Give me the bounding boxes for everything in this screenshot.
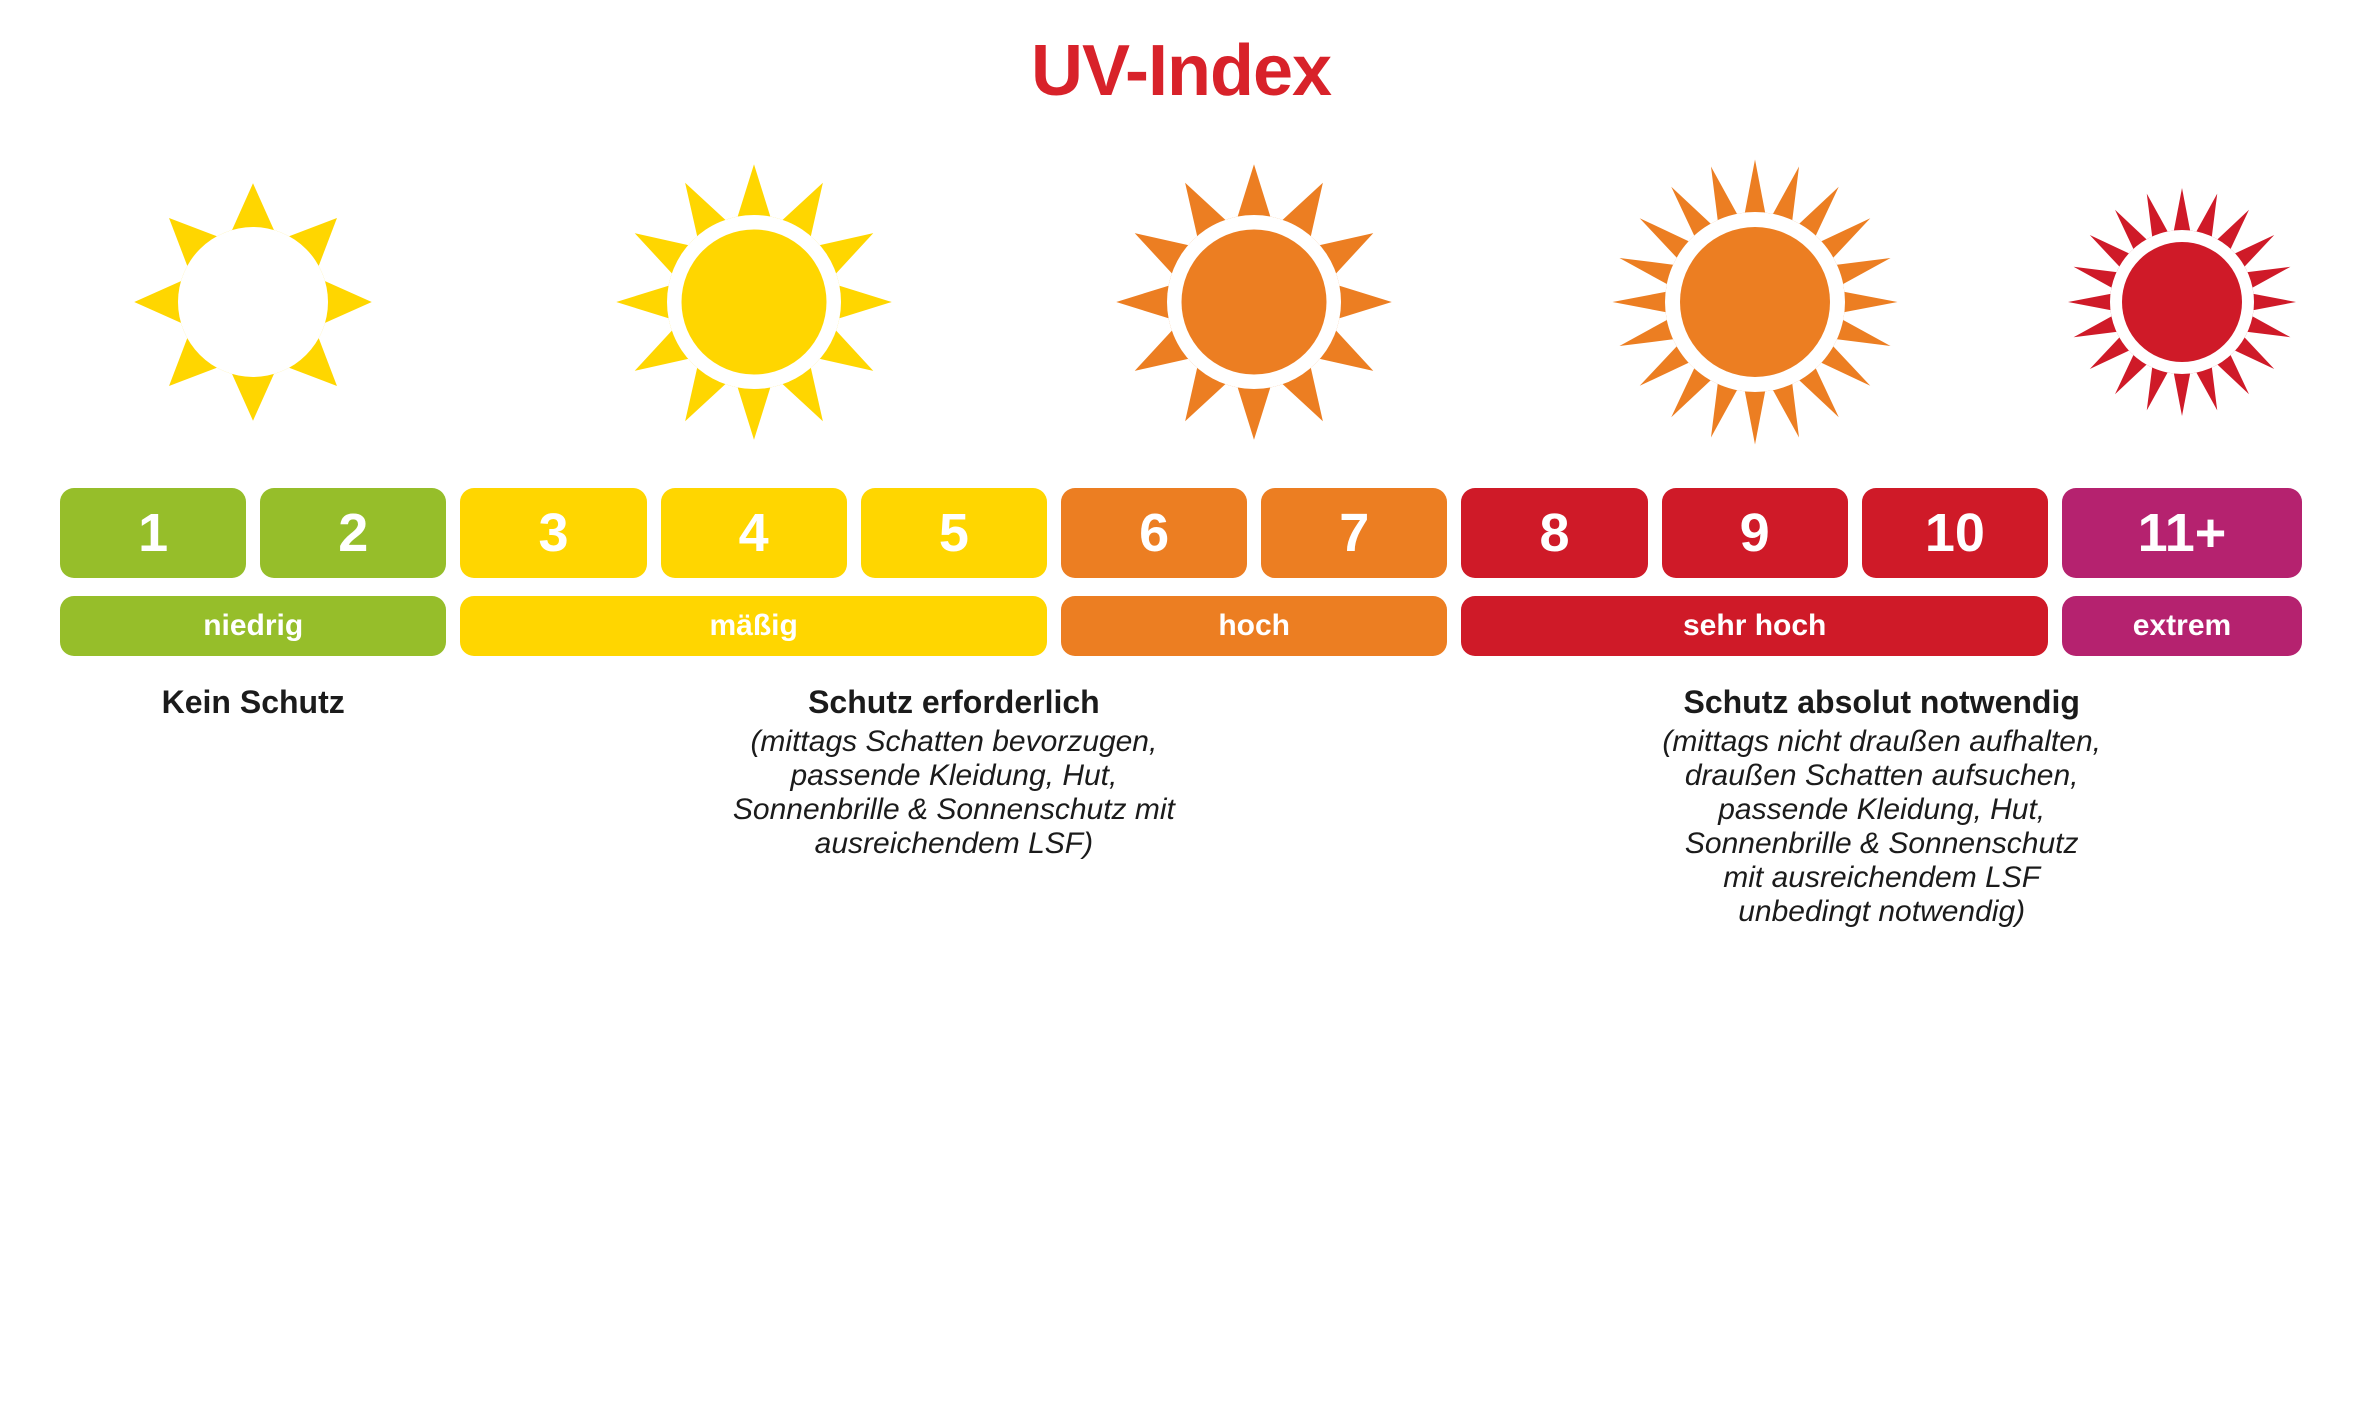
advice-none: Kein Schutz (60, 684, 446, 929)
advice-body: (mittags nicht draußen aufhalten, drauße… (1461, 725, 2302, 929)
uv-category-low: niedrig (60, 596, 446, 656)
advice-heading: Schutz absolut notwendig (1461, 684, 2302, 721)
advice-heading: Kein Schutz (60, 684, 446, 721)
uv-badge-10: 10 (1862, 488, 2048, 578)
advice-essential: Schutz absolut notwendig (mittags nicht … (1461, 684, 2302, 929)
uv-category-extreme: extrem (2062, 596, 2302, 656)
uv-badge-8: 8 (1461, 488, 1647, 578)
uv-badge-2: 2 (260, 488, 446, 578)
uv-category-moderate: mäßig (460, 596, 1047, 656)
sun-icon-moderate (460, 142, 1047, 488)
advice-heading: Schutz erforderlich (460, 684, 1447, 721)
uv-badge-3: 3 (460, 488, 646, 578)
sun-icon-extreme (2062, 142, 2302, 488)
uv-grid: 1 2 3 4 5 6 7 8 9 10 11+ niedrig mäßig h… (60, 142, 2302, 929)
uv-badge-4: 4 (661, 488, 847, 578)
page-title: UV-Index (60, 30, 2302, 112)
uv-badge-1: 1 (60, 488, 246, 578)
sun-icon-veryhigh (1461, 142, 2048, 488)
uv-badge-11plus: 11+ (2062, 488, 2302, 578)
sun-icon-low (60, 142, 446, 488)
sun-icon-high (1061, 142, 1447, 488)
uv-category-high: hoch (1061, 596, 1447, 656)
uv-badge-6: 6 (1061, 488, 1247, 578)
uv-badge-5: 5 (861, 488, 1047, 578)
uv-badge-9: 9 (1662, 488, 1848, 578)
advice-required: Schutz erforderlich (mittags Schatten be… (460, 684, 1447, 929)
uv-category-veryhigh: sehr hoch (1461, 596, 2048, 656)
advice-body: (mittags Schatten bevorzugen, passende K… (460, 725, 1447, 861)
uv-badge-7: 7 (1261, 488, 1447, 578)
